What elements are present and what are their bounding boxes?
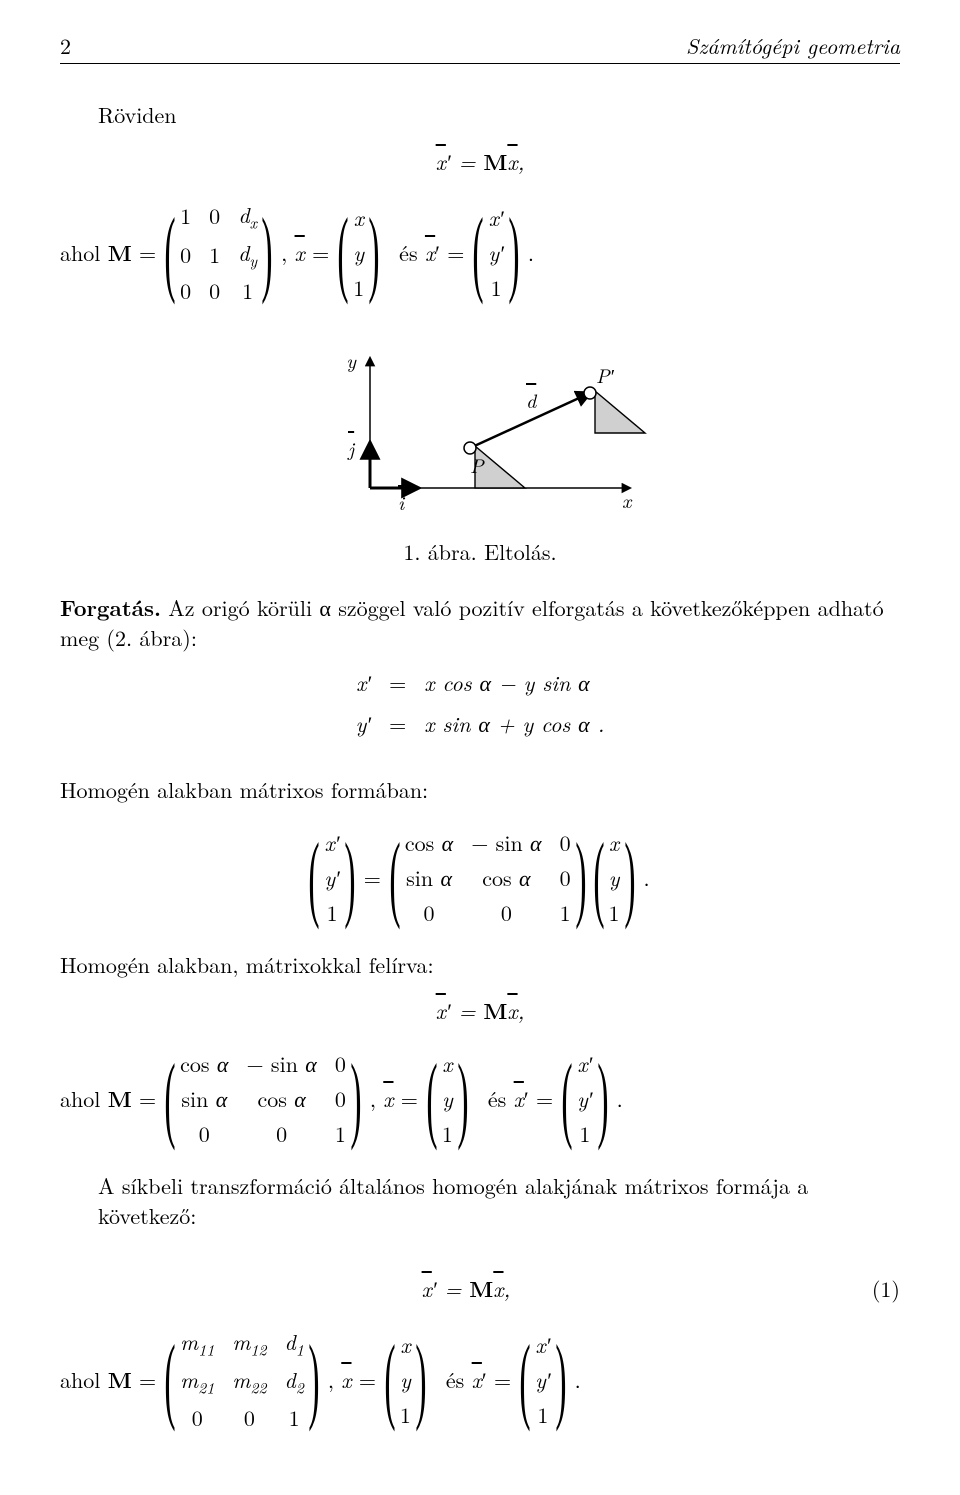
eq-rotation-head2: x′ = Mx, <box>60 995 900 1026</box>
svg-text:y: y <box>346 345 357 374</box>
line-general: A síkbeli transzformáció általános homog… <box>98 1171 900 1230</box>
svg-text:d: d <box>526 385 538 414</box>
eq-general-matrices: ahol M = ( m11m12d1 m21m22d2 001 ) , x =… <box>60 1320 900 1440</box>
eq-roviden-head: x′ = Mx, <box>60 146 900 177</box>
svg-text:x: x <box>622 485 633 514</box>
svg-text:i: i <box>398 487 406 516</box>
page-number: 2 <box>60 30 71 61</box>
eq-number: (1) <box>872 1273 900 1304</box>
svg-text:j: j <box>347 433 356 462</box>
line-homogen1: Homogén alakban mátrixos formában: <box>60 775 900 805</box>
header-rule <box>60 63 900 64</box>
eq-general-head-numbered: x′ = Mx, (1) <box>60 1273 900 1304</box>
line-homogen2: Homogén alakban, mátrixokkal felírva: <box>60 950 900 980</box>
eq-rotation-plain: x′ = x cos α − y sin α y′ = x sin α + y … <box>60 667 900 739</box>
running-title: Számítógépi geometria <box>686 30 900 61</box>
vector-x1: ( xy1 ) <box>339 196 378 309</box>
eq-rotation-matrix: ( x′y′1 ) = ( cos α− sin α0 sin αcos α0 … <box>60 821 900 934</box>
svg-text:P: P <box>470 450 485 479</box>
forgatas-text: Az origó körüli α szöggel való pozitív e… <box>60 592 884 653</box>
svg-text:P′: P′ <box>596 360 615 389</box>
figure-caption: 1. ábra. Eltolás. <box>60 536 900 567</box>
section-title-forgatas: Forgatás. <box>60 592 161 623</box>
matrix-M1: ( 10dx 01dy 001 ) <box>166 193 271 313</box>
vector-xp1: ( x′y′1 ) <box>474 196 517 309</box>
section-forgatas: Forgatás. Az origó körüli α szöggel való… <box>60 593 900 652</box>
section-title-roviden: Röviden <box>98 100 900 130</box>
figure-translation: y x i j P P′ d <box>60 328 900 528</box>
eq-roviden-matrices: ahol M = ( 10dx 01dy 001 ) , x = ( xy1 )… <box>60 193 900 313</box>
eq-rotation-matrices2: ahol M = ( cos α− sin α0 sin αcos α0 001… <box>60 1042 900 1155</box>
